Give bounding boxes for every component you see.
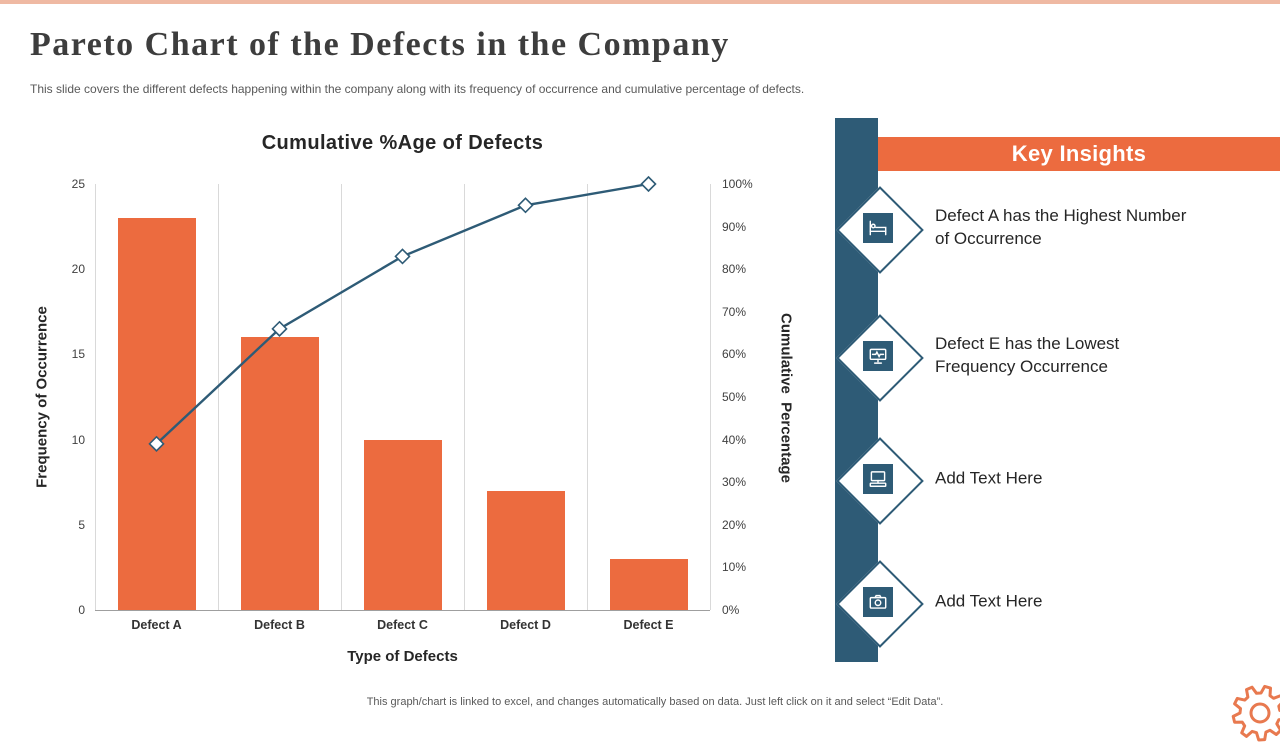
y-tick-right: 30% [722,475,747,490]
y-tick-left: 25 [71,177,85,191]
insight-text: Add Text Here [935,468,1043,488]
insight-item: Add Text Here [835,434,1280,525]
y-tick-right: 80% [722,262,747,277]
y-tick-right: 10% [722,560,747,575]
key-insights-title: Key Insights [1011,141,1147,166]
y-tick-left: 10 [71,432,85,447]
y-tick-right: 90% [722,219,747,234]
insight-text: Add Text Here [935,591,1043,611]
y-tick-right: 0% [722,603,740,617]
left-axis-title: Frequency of Occurrence [33,306,51,488]
line-marker [517,197,534,214]
x-tick-label: Defect D [500,618,551,632]
top-accent-bar [0,0,1280,4]
y-tick-right: 100% [722,177,753,191]
insight-item: Defect E has the Lowest Frequency Occurr… [835,311,1280,402]
insight-item: Add Text Here [835,557,1280,648]
y-tick-right: 50% [722,390,747,404]
y-tick-right: 20% [722,517,747,532]
cumulative-line [155,182,649,445]
y-tick-right: 60% [722,347,747,362]
gridline [217,184,219,610]
x-tick-label: Defect E [623,618,674,632]
y-tick-right: 40% [722,432,747,447]
line-marker [271,320,288,337]
bar-defect-a [117,218,196,610]
medical-monitor-icon [863,341,893,371]
hospital-bed-icon [863,213,893,243]
camera-glyph [869,594,887,609]
medical-monitor-glyph [869,348,887,364]
camera-icon [863,587,893,617]
gear-icon [1231,684,1280,742]
gridline [709,184,711,610]
insight-item: Defect A has the Highest Number of Occur… [835,183,1280,274]
bar-defect-d [486,490,565,610]
chart-title: Cumulative %Age of Defects [261,132,544,154]
insight-text: Defect E has the Lowest Frequency Occurr… [935,334,1120,376]
y-tick-left: 15 [71,347,85,362]
slide-title: Pareto Chart of the Defects in the Compa… [30,26,730,63]
bar-defect-b [240,337,319,610]
gridline [94,184,96,610]
y-tick-left: 20 [71,262,85,277]
cumulative-line-layer [148,175,657,452]
key-insights-header: Key Insights [878,137,1280,171]
gear-outline [1231,684,1280,742]
y-tick-left: 5 [78,517,85,532]
slide-subtitle: This slide covers the different defects … [30,82,805,96]
line-marker [640,175,657,193]
y-tick-right: 70% [722,304,747,319]
y-tick-left: 0 [78,603,85,617]
line-marker [394,248,411,265]
desktop-computer-icon [863,464,893,494]
desktop-computer-glyph [869,471,887,487]
insight-text: Defect A has the Highest Number of Occur… [935,206,1187,248]
x-tick-label: Defect B [254,618,305,632]
hospital-bed-glyph [869,220,887,236]
gridline [463,184,465,610]
right-axis-title: Cumulative Percentage [777,313,795,483]
bar-defect-c [363,439,442,610]
gridline [586,184,588,610]
plot-area: Defect A Defect B Defect C Defect D Defect E… [72,175,753,632]
x-axis-title: Type of Defects [347,648,458,665]
x-tick-label: Defect A [131,618,182,632]
gridline [340,184,342,610]
bar-defect-e [609,558,688,610]
line-marker [148,435,165,452]
footer-note: This graph/chart is linked to excel, and… [366,696,944,708]
x-tick-label: Defect C [377,618,428,632]
